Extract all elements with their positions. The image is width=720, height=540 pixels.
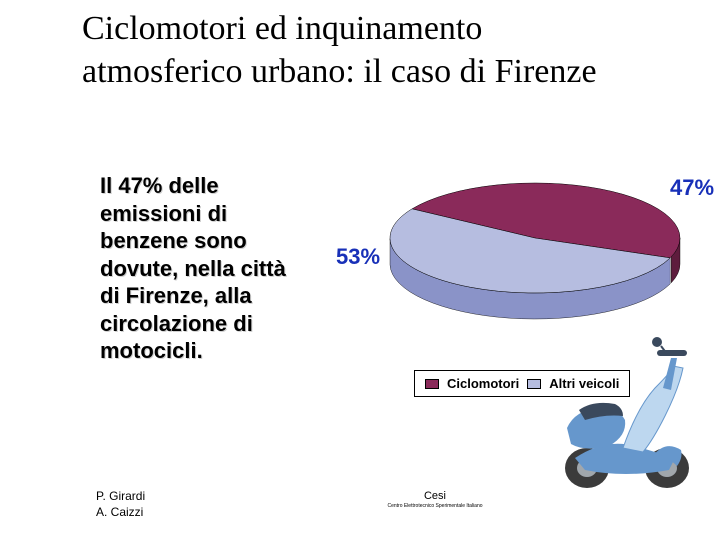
authors: P. Girardi A. Caizzi bbox=[96, 488, 145, 520]
legend-swatch-altri bbox=[527, 379, 541, 389]
org-sub: Centro Elettrotecnico Sperimentale Itali… bbox=[350, 504, 520, 510]
pct-label-47: 47% bbox=[670, 175, 714, 201]
pct-label-53: 53% bbox=[336, 244, 380, 270]
org-block: Cesi Centro Elettrotecnico Sperimentale … bbox=[350, 490, 520, 510]
scooter-image bbox=[545, 318, 705, 493]
pie-wrap bbox=[330, 166, 690, 321]
legend-label-ciclomotori: Ciclomotori bbox=[447, 376, 519, 391]
slide-title: Ciclomotori ed inquinamento atmosferico … bbox=[82, 8, 642, 93]
pie-svg bbox=[330, 166, 690, 336]
author-1: P. Girardi bbox=[96, 488, 145, 504]
author-2: A. Caizzi bbox=[96, 504, 145, 520]
legend-swatch-ciclomotori bbox=[425, 379, 439, 389]
body-text: Il 47% delle emissioni di benzene sono d… bbox=[100, 172, 305, 365]
org-name: Cesi bbox=[350, 490, 520, 502]
